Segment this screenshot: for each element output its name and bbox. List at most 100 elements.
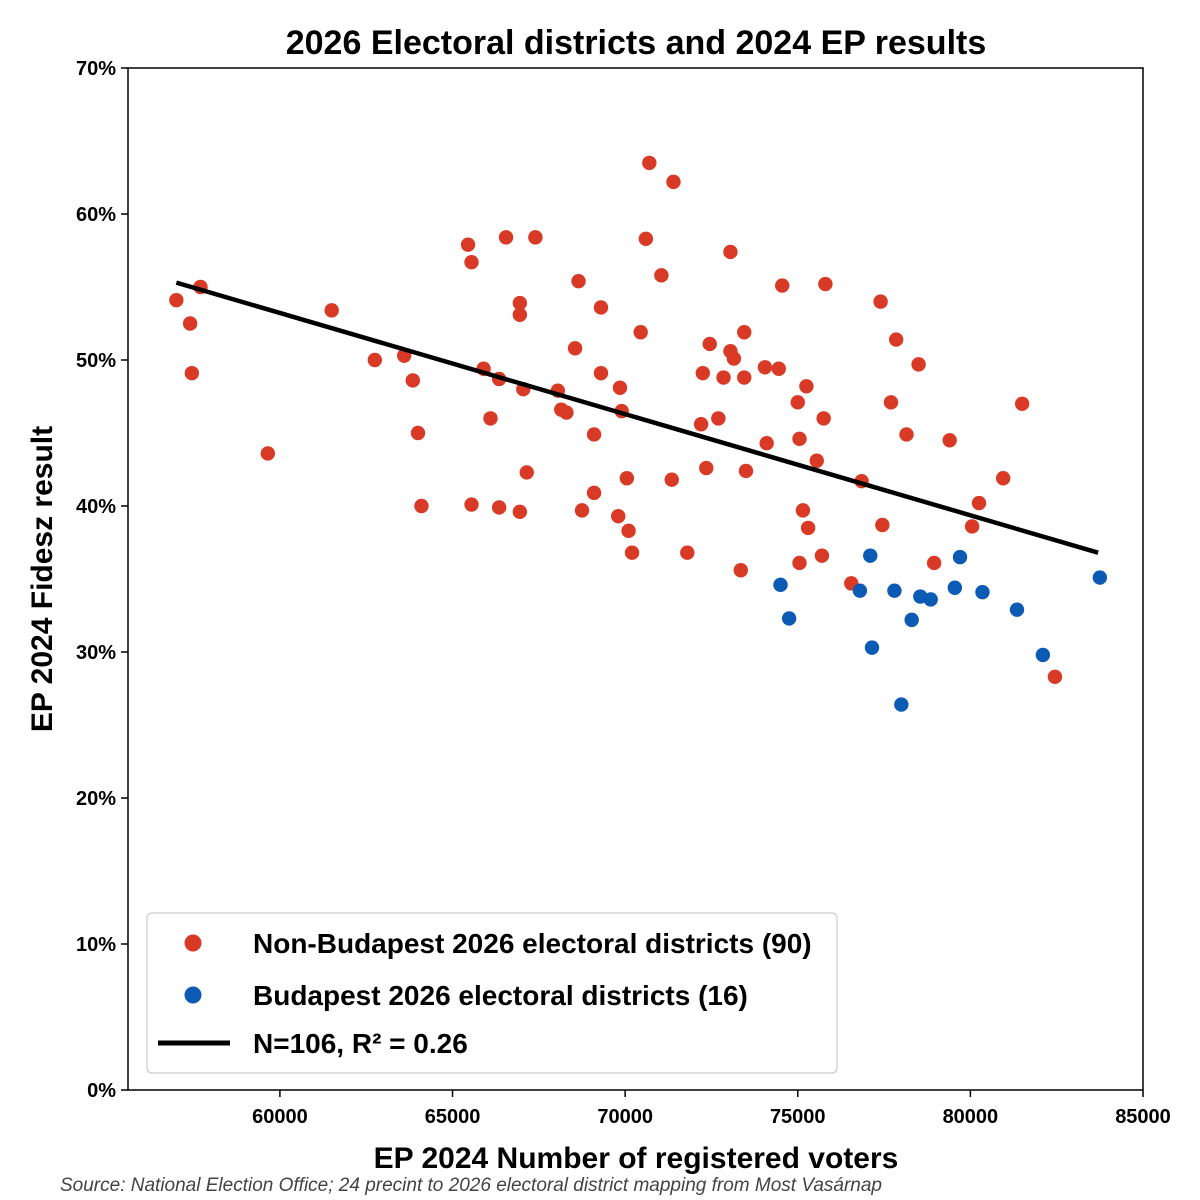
data-point [883,395,899,410]
data-point [621,523,636,539]
data-point [800,520,816,536]
y-tick-label: 40% [76,496,116,518]
data-point [182,316,198,331]
data-point [638,231,654,247]
y-tick-label: 0% [87,1080,116,1102]
data-point [464,254,479,270]
data-point [873,294,888,309]
plot-frame [127,67,1144,1091]
data-point [695,365,711,381]
chart-title: 2026 Electoral districts and 2024 EP res… [286,24,987,62]
legend-marker [184,986,202,1004]
trendline [175,280,1099,555]
source-note: Source: National Election Office; 24 pre… [60,1175,882,1196]
data-point [863,548,878,563]
data-point [964,519,980,534]
x-tick-label: 75000 [770,1106,826,1128]
data-point [795,503,811,518]
data-point [586,485,602,501]
legend-label: N=106, R² = 0.26 [253,1028,468,1059]
y-tick-label: 20% [76,788,116,810]
data-point [680,545,695,560]
data-point [864,640,880,655]
data-point [1092,570,1108,585]
data-point [666,174,681,190]
data-point [818,276,833,292]
data-point [790,395,805,410]
data-point [593,365,609,381]
legend-marker [184,934,202,952]
x-tick-label: 80000 [943,1106,999,1128]
data-point [852,583,868,598]
data-point [737,370,752,385]
data-point [716,370,731,385]
data-point [757,360,773,375]
data-point [942,433,957,448]
data-point [512,307,528,322]
data-point [612,380,628,395]
data-point [498,230,514,245]
data-point [512,295,528,311]
data-point [923,592,938,607]
data-point [809,453,824,468]
data-point [888,332,904,347]
data-point [593,300,609,315]
data-point [792,555,807,571]
legend-label: Non-Budapest 2026 electoral districts (9… [253,928,812,959]
data-point [324,303,339,318]
data-point [816,411,831,426]
data-point [926,555,942,571]
data-point [654,268,669,283]
data-point [571,273,586,289]
data-point [611,509,626,524]
x-tick-label: 65000 [425,1106,481,1128]
data-point [642,155,657,171]
data-point [792,431,807,447]
y-tick-label: 50% [76,350,116,372]
data-point [814,548,830,563]
legend: Non-Budapest 2026 electoral districts (9… [146,912,838,1074]
data-point [738,463,754,479]
data-point [559,405,574,420]
data-point [726,351,742,366]
data-point [911,357,926,372]
legend-box [146,912,838,1074]
data-point [367,352,383,368]
data-point [528,230,543,245]
data-point [952,549,968,565]
data-point [1047,669,1063,685]
data-point [799,379,814,394]
data-point [405,373,421,388]
data-point [773,577,788,593]
data-point [737,325,752,340]
data-point [664,472,679,487]
axis-ticks: 60000 65000 70000 75000 80000 85000 0% 10% 20% 30… [76,58,1171,1128]
x-tick-label: 70000 [597,1106,653,1128]
data-point [586,427,602,442]
data-point [702,336,717,352]
plot-area [169,155,1108,712]
data-point [512,504,528,520]
data-point [894,697,909,712]
data-point [483,411,498,426]
data-point [633,325,648,340]
data-point [875,517,890,533]
series-budapest [773,548,1108,712]
data-point [971,495,987,511]
data-point [995,471,1011,486]
data-point [771,361,786,376]
data-point [975,584,990,600]
data-point [1009,602,1025,617]
data-point [491,500,507,515]
data-point [723,244,738,260]
data-point [619,471,635,486]
data-point [759,436,774,451]
data-point [169,292,184,308]
data-point [567,341,583,356]
x-tick-label: 85000 [1115,1106,1171,1128]
data-point [699,460,714,476]
data-point [260,446,276,461]
legend-label: Budapest 2026 electoral districts (16) [253,980,748,1011]
data-point [184,365,200,381]
